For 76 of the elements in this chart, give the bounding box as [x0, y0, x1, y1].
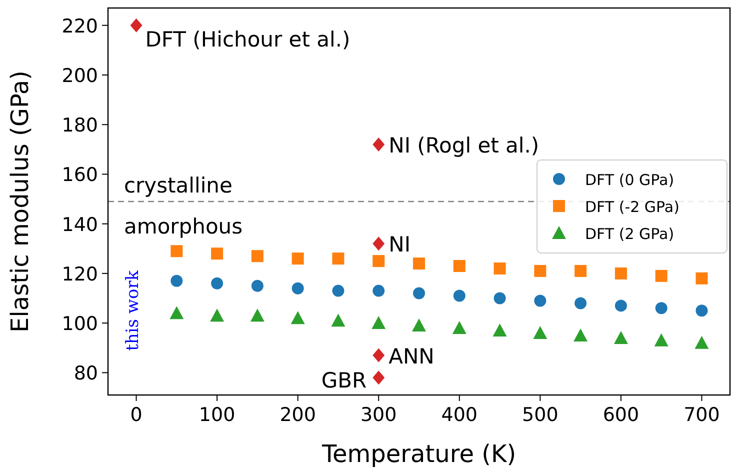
point [696, 272, 708, 284]
legend-label: DFT (2 GPa) [585, 225, 674, 243]
point [251, 250, 264, 262]
point [372, 137, 385, 152]
point [170, 274, 183, 287]
x-tick-label: 300 [360, 404, 397, 426]
annotation: ANN [388, 344, 434, 368]
annotation: NI (Rogl et al.) [388, 133, 540, 158]
point [250, 308, 264, 322]
y-tick-label: 80 [74, 362, 98, 385]
point [413, 258, 425, 270]
point [534, 264, 546, 277]
point [292, 282, 304, 294]
point [251, 280, 264, 292]
point [292, 252, 304, 265]
point [696, 304, 708, 317]
point [372, 316, 386, 330]
legend-label: DFT (-2 GPa) [585, 198, 680, 216]
x-tick-label: 400 [441, 404, 478, 426]
point [332, 252, 344, 265]
annotation: DFT (Hichour et al.) [145, 27, 350, 52]
point [694, 336, 709, 349]
y-tick-label: 220 [62, 15, 98, 38]
point [494, 292, 506, 304]
point [211, 248, 224, 260]
point [533, 326, 548, 339]
point [574, 328, 588, 342]
annotation: NI [388, 232, 411, 257]
point [372, 370, 385, 385]
x-tick-label: 600 [602, 404, 640, 426]
point [332, 284, 344, 297]
annotation: this work [123, 270, 143, 351]
point [170, 245, 183, 258]
point [211, 277, 224, 290]
point [210, 308, 224, 322]
point [372, 255, 385, 268]
point [453, 290, 466, 302]
point [574, 297, 587, 310]
point [534, 294, 546, 307]
annotation: GBR [321, 368, 367, 393]
y-tick-label: 200 [62, 64, 98, 87]
point [130, 18, 142, 32]
x-tick-label: 500 [522, 404, 558, 426]
y-tick-label: 140 [62, 214, 98, 236]
x-tick-label: 200 [280, 404, 316, 426]
point [452, 321, 466, 334]
point [290, 311, 305, 324]
point [574, 264, 587, 277]
point [614, 330, 628, 344]
point [492, 324, 507, 336]
point [453, 260, 466, 272]
point [494, 262, 506, 274]
legend-label: DFT (0 GPa) [585, 171, 674, 189]
point [331, 314, 346, 327]
point [372, 236, 385, 251]
point [614, 300, 627, 312]
x-tick-label: 0 [130, 404, 142, 426]
point [655, 270, 668, 282]
point [655, 302, 668, 314]
point [413, 287, 425, 300]
point [412, 318, 426, 332]
x-tick-label: 100 [198, 404, 236, 426]
y-axis-title: Elastic modulus (GPa) [6, 70, 34, 332]
y-tick-label: 160 [62, 164, 98, 186]
annotation: amorphous [124, 214, 243, 238]
y-tick-label: 180 [62, 114, 98, 137]
y-tick-label: 120 [62, 263, 98, 286]
x-tick-label: 700 [684, 404, 720, 426]
point [372, 284, 385, 297]
point [170, 306, 184, 320]
y-tick-label: 100 [62, 313, 98, 336]
point [614, 267, 627, 280]
x-axis-title: Temperature (K) [320, 440, 516, 468]
annotation: crystalline [124, 174, 232, 198]
point [654, 333, 668, 346]
point [372, 348, 385, 362]
